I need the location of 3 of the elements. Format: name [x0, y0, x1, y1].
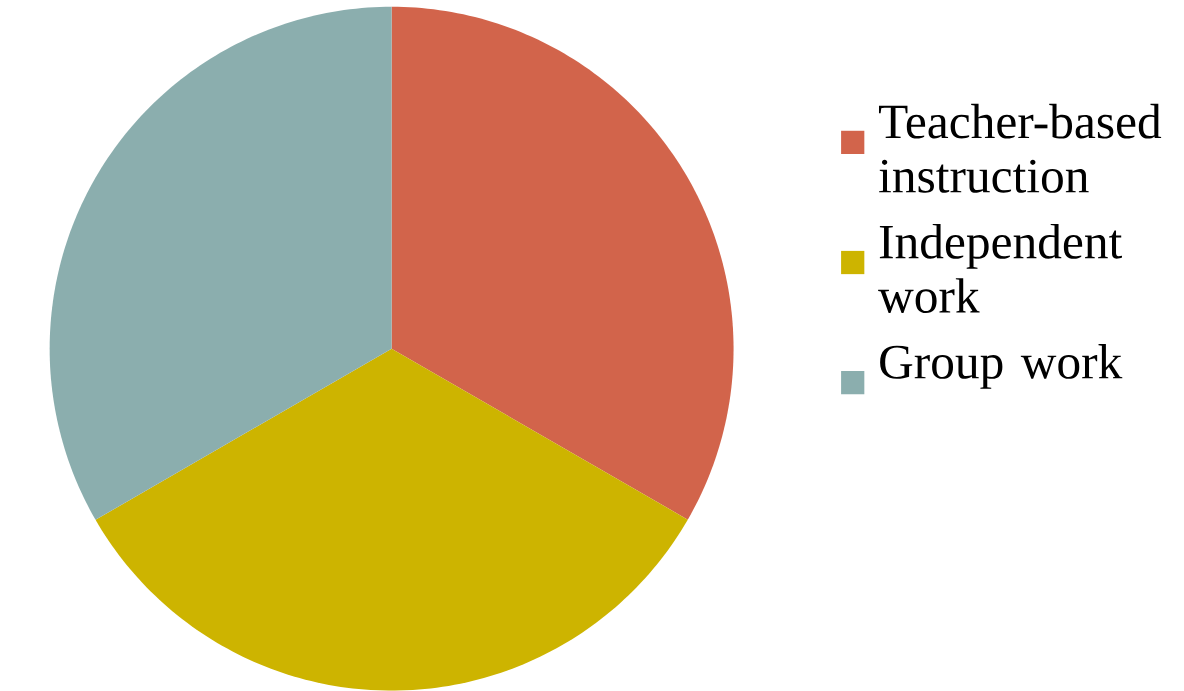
legend-label: Group work [880, 344, 1123, 390]
legend-label: Teacher-based instruction [878, 104, 1162, 194]
legend-label: Independent work [878, 224, 1122, 314]
